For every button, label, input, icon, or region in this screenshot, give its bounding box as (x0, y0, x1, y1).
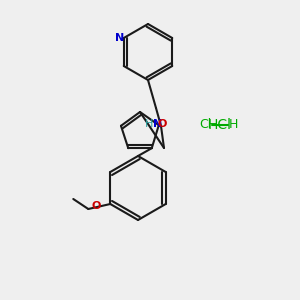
Text: N: N (115, 33, 124, 43)
Text: Cl: Cl (199, 118, 211, 131)
Text: H: H (228, 118, 238, 131)
Text: N: N (153, 119, 163, 129)
Text: HCl: HCl (208, 118, 232, 132)
Text: H: H (145, 119, 153, 129)
Text: O: O (157, 119, 167, 129)
Text: O: O (92, 201, 101, 211)
